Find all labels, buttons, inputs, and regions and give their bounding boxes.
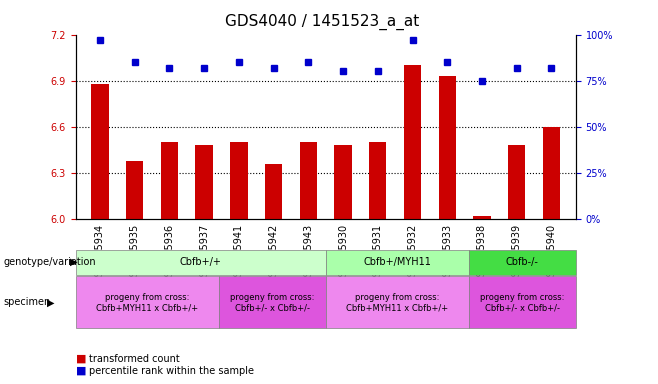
Bar bbox=[265, 164, 282, 219]
Bar bbox=[91, 84, 109, 219]
Bar bbox=[543, 127, 560, 219]
Bar bbox=[473, 216, 491, 219]
Bar bbox=[404, 65, 421, 219]
Bar bbox=[195, 145, 213, 219]
Text: progeny from cross:
Cbfb+/- x Cbfb+/-: progeny from cross: Cbfb+/- x Cbfb+/- bbox=[230, 293, 315, 312]
Bar bbox=[334, 145, 352, 219]
Bar bbox=[439, 76, 456, 219]
Bar bbox=[161, 142, 178, 219]
Text: ■: ■ bbox=[76, 366, 86, 376]
Bar bbox=[508, 145, 525, 219]
Bar bbox=[230, 142, 247, 219]
Text: transformed count: transformed count bbox=[89, 354, 180, 364]
Text: progeny from cross:
Cbfb+MYH11 x Cbfb+/+: progeny from cross: Cbfb+MYH11 x Cbfb+/+ bbox=[96, 293, 198, 312]
Text: Cbfb-/-: Cbfb-/- bbox=[506, 257, 539, 267]
Text: ■: ■ bbox=[76, 354, 86, 364]
Text: Cbfb+/MYH11: Cbfb+/MYH11 bbox=[363, 257, 431, 267]
Text: progeny from cross:
Cbfb+MYH11 x Cbfb+/+: progeny from cross: Cbfb+MYH11 x Cbfb+/+ bbox=[346, 293, 448, 312]
Text: specimen: specimen bbox=[3, 297, 51, 308]
Text: progeny from cross:
Cbfb+/- x Cbfb+/-: progeny from cross: Cbfb+/- x Cbfb+/- bbox=[480, 293, 565, 312]
Bar bbox=[299, 142, 317, 219]
Text: Cbfb+/+: Cbfb+/+ bbox=[180, 257, 222, 267]
Text: GDS4040 / 1451523_a_at: GDS4040 / 1451523_a_at bbox=[225, 13, 420, 30]
Text: genotype/variation: genotype/variation bbox=[3, 257, 96, 267]
Text: ▶: ▶ bbox=[70, 257, 78, 267]
Bar bbox=[126, 161, 143, 219]
Text: percentile rank within the sample: percentile rank within the sample bbox=[89, 366, 254, 376]
Text: ▶: ▶ bbox=[47, 297, 55, 308]
Bar bbox=[369, 142, 386, 219]
